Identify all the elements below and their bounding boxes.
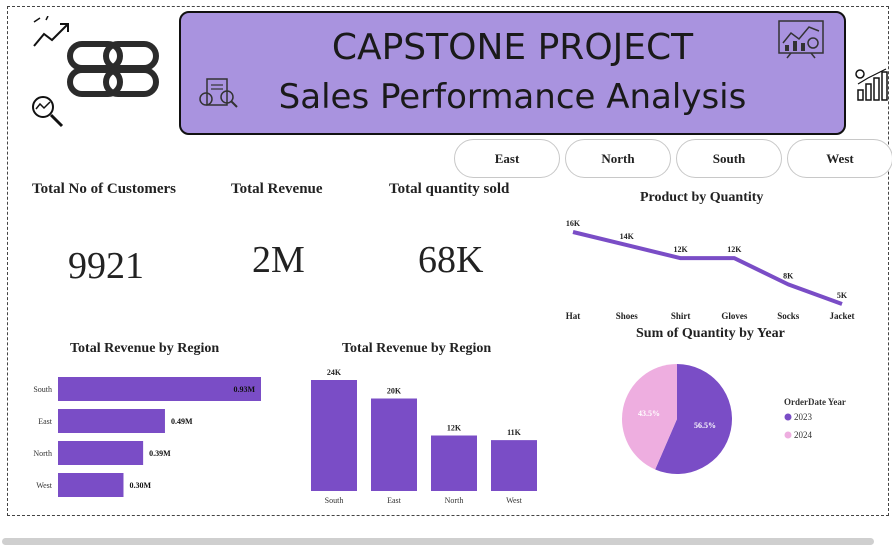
trend-arrow-icon — [33, 16, 69, 47]
y-tick-label: North — [33, 449, 52, 458]
data-label: 0.93M — [233, 385, 255, 394]
bar — [58, 377, 261, 401]
legend-title: OrderDate Year — [784, 397, 846, 407]
analytics-board-icon — [778, 20, 824, 59]
slicer-east-button[interactable]: East — [454, 139, 560, 178]
bar — [491, 440, 537, 491]
data-label: 20K — [387, 387, 402, 396]
magnifier-chart-icon — [32, 96, 64, 128]
pie-slice — [622, 364, 677, 470]
data-label: 0.39M — [149, 449, 171, 458]
bar-chart-growth-icon — [855, 68, 888, 101]
data-label: 12K — [727, 245, 742, 254]
slicer-south-button[interactable]: South — [676, 139, 782, 178]
revenue-region-vbar-chart: 24K South 20K East 12K North 11K West — [311, 368, 537, 505]
kpi-quantity-title: Total quantity sold — [389, 181, 510, 197]
horizontal-scrollbar[interactable] — [2, 538, 874, 545]
bar — [311, 380, 357, 491]
x-tick-label: Jacket — [830, 311, 855, 321]
page-subtitle: Sales Performance Analysis — [278, 77, 747, 117]
x-tick-label: West — [506, 496, 523, 505]
slicer-north-button[interactable]: North — [565, 139, 671, 178]
bar — [58, 409, 165, 433]
kpi-revenue-title: Total Revenue — [231, 181, 323, 197]
revenue-region-hbar-chart: South 0.93M East 0.49M North 0.39M West 0.30M — [33, 377, 261, 497]
pie-slice — [655, 364, 732, 474]
slicer-west-button[interactable]: West — [787, 139, 892, 178]
vbar-chart-title: Total Revenue by Region — [342, 341, 492, 356]
hbar-chart-title: Total Revenue by Region — [70, 341, 220, 356]
bar — [371, 398, 417, 491]
data-label: 12K — [673, 245, 688, 254]
pie-chart-title: Sum of Quantity by Year — [636, 326, 785, 341]
kpi-customers-title: Total No of Customers — [32, 181, 177, 197]
x-tick-label: North — [445, 496, 464, 505]
x-tick-label: Hat — [566, 311, 581, 321]
data-label: 43.5% — [638, 409, 660, 418]
data-label: 56.5% — [694, 421, 716, 430]
bar — [58, 473, 124, 497]
legend-entry: 2023 — [794, 412, 813, 422]
y-tick-label: West — [36, 481, 53, 490]
dashboard-frame — [7, 6, 889, 516]
line-chart-title: Product by Quantity — [640, 190, 764, 205]
legend-swatch — [784, 431, 792, 439]
header-banner: CAPSTONE PROJECT Sales Performance Analy… — [179, 11, 846, 135]
product-quantity-line-chart: 16K Hat 14K Shoes 12K Shirt 12K Gloves 8K Socks 5K… — [566, 220, 855, 321]
legend-swatch — [784, 413, 792, 421]
data-label: 8K — [783, 271, 794, 280]
line-series — [572, 230, 843, 306]
data-label: 5K — [837, 291, 848, 300]
bar — [58, 441, 144, 465]
kpi-quantity-value: 68K — [418, 239, 484, 281]
data-label: 0.49M — [171, 417, 193, 426]
data-label: 14K — [620, 232, 635, 241]
legend-entry: 2024 — [794, 430, 813, 440]
y-tick-label: East — [38, 417, 53, 426]
kpi-revenue-value: 2M — [252, 239, 305, 281]
x-tick-label: Shirt — [671, 311, 691, 321]
bb-logo-icon — [67, 41, 159, 97]
x-tick-label: Gloves — [721, 311, 747, 321]
bar — [431, 435, 477, 491]
x-tick-label: South — [325, 496, 344, 505]
page-title: CAPSTONE PROJECT — [331, 27, 694, 68]
x-tick-label: Shoes — [616, 311, 639, 321]
x-tick-label: East — [387, 496, 402, 505]
data-label: 11K — [507, 428, 522, 437]
data-label: 24K — [327, 368, 342, 377]
data-label: 16K — [566, 220, 581, 228]
money-report-icon — [199, 78, 238, 108]
data-label: 0.30M — [129, 481, 151, 490]
y-tick-label: South — [33, 385, 52, 394]
kpi-customers-value: 9921 — [68, 245, 144, 287]
data-label: 12K — [447, 424, 462, 433]
quantity-year-pie-chart: 56.5% 43.5% OrderDate Year 2023 2024 — [622, 364, 846, 474]
x-tick-label: Socks — [777, 311, 800, 321]
